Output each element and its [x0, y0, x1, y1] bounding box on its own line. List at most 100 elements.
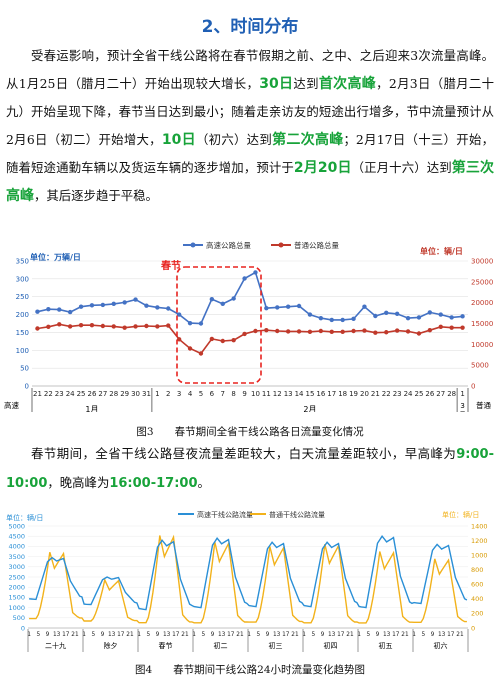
- left-y-tick-label: 1500: [8, 594, 25, 602]
- hour-tick-label: 21: [456, 632, 464, 638]
- x-tick-label: 29: [120, 390, 129, 398]
- day-label: 初四: [324, 641, 338, 650]
- x-tick-label: 16: [316, 390, 325, 398]
- x-tick-label: 11: [262, 390, 271, 398]
- highway-data-point: [427, 310, 433, 315]
- ordinary-data-point: [438, 324, 443, 330]
- x-tick-label: 28: [109, 390, 118, 398]
- para1-text-1: 受春运影响，预计全省干线公路将在春节假期之前、之中、之后迎来3次流量高峰。从1月…: [6, 48, 494, 91]
- x-tick-label: 2: [166, 390, 170, 398]
- highway-data-point: [209, 297, 215, 302]
- month-label: 月: [459, 411, 466, 412]
- ordinary-data-point: [144, 323, 149, 329]
- paragraph-traffic-peaks: 受春运影响，预计全省干线公路将在春节假期之前、之中、之后迎来3次流量高峰。从1月…: [6, 42, 494, 210]
- highway-data-point: [275, 305, 280, 310]
- hour-tick-label: 1: [412, 632, 416, 638]
- left-y-tick-label: 100: [16, 347, 29, 355]
- hour-tick-label: 17: [447, 632, 455, 638]
- para1-text-4: （初六）达到: [195, 132, 273, 147]
- left-y-tick-label: 3500: [8, 553, 25, 561]
- highway-data-point: [351, 316, 356, 322]
- ordinary-data-point: [460, 325, 465, 330]
- x-tick-label: 9: [242, 390, 246, 398]
- ordinary-data-point: [166, 323, 171, 328]
- highway-data-point: [285, 304, 291, 309]
- hour-tick-label: 5: [146, 632, 150, 638]
- highway-data-point: [78, 304, 84, 309]
- left-y-tick-label: 150: [16, 329, 29, 337]
- hour-tick-label: 9: [321, 632, 325, 638]
- chart1-legend: 高速公路总量 普通公路总量: [183, 240, 339, 250]
- x-tick-label: 26: [425, 390, 434, 398]
- hour-tick-label: 17: [117, 632, 125, 638]
- hour-tick-label: 17: [337, 632, 345, 638]
- hour-tick-label: 5: [201, 632, 205, 638]
- x-tick-label: 13: [284, 390, 293, 398]
- ordinary-data-point: [89, 322, 95, 328]
- left-y-tick-label: 5000: [8, 522, 25, 530]
- highway-data-point: [438, 312, 443, 317]
- chart1-legend-highway: 高速公路总量: [206, 240, 251, 250]
- hour-tick-label: 21: [181, 632, 189, 638]
- ordinary-hourly-line: [29, 534, 467, 624]
- ordinary-data-point: [198, 351, 204, 356]
- ordinary-data-point: [405, 329, 411, 334]
- right-y-tick-label: 1400: [471, 522, 488, 530]
- day-label: 初二: [214, 641, 228, 650]
- hour-tick-label: 13: [108, 632, 116, 638]
- right-y-tick-label: 600: [471, 581, 483, 589]
- x-tick-label: 17: [327, 390, 336, 398]
- left-y-tick-label: 350: [16, 258, 29, 266]
- highway-data-point: [340, 317, 345, 323]
- right-y-tick-label: 200: [471, 610, 483, 618]
- hour-tick-label: 13: [328, 632, 336, 638]
- para2-highlight-1: 9:00-10:00: [6, 447, 494, 491]
- ordinary-data-point: [449, 325, 454, 330]
- x-tick-label: 8: [231, 390, 235, 398]
- hour-tick-label: 9: [101, 632, 105, 638]
- left-y-tick-label: 500: [13, 614, 25, 622]
- highway-data-point: [384, 310, 389, 315]
- right-y-tick-label: 800: [471, 566, 483, 574]
- ordinary-data-point: [46, 324, 51, 330]
- para1-text-2: 达到: [293, 76, 319, 91]
- x-tick-label: 26: [87, 390, 96, 398]
- right-y-tick-label: 15000: [471, 320, 493, 328]
- left-y-tick-label: 3000: [8, 563, 25, 571]
- x-axis-title-right: 普通: [476, 400, 491, 410]
- chart1-left-unit: 单位：万辆/日: [30, 252, 81, 262]
- month-label: 3: [460, 402, 464, 410]
- para1-text-5: ；2月17日（十三）开始，随着短途通勤车辆以及货运车辆的逐步增加，预计于: [6, 132, 495, 175]
- right-y-tick-label: 400: [471, 595, 483, 603]
- highway-data-point: [231, 296, 236, 301]
- right-y-tick-label: 1200: [471, 537, 488, 545]
- highway-data-point: [373, 313, 378, 319]
- ordinary-data-point: [329, 329, 334, 335]
- ordinary-data-point: [35, 326, 40, 331]
- chart2-left-unit: 单位：辆/日: [6, 513, 43, 522]
- x-tick-label: 27: [98, 390, 107, 398]
- spring-festival-highlight-box: [176, 266, 262, 384]
- hour-tick-label: 13: [163, 632, 171, 638]
- hour-tick-label: 21: [126, 632, 134, 638]
- hour-tick-label: 1: [357, 632, 361, 638]
- highway-data-point: [242, 276, 247, 281]
- right-y-tick-label: 25000: [471, 278, 493, 286]
- left-y-tick-label: 1000: [8, 604, 25, 612]
- hour-tick-label: 21: [71, 632, 79, 638]
- ordinary-data-point: [155, 324, 160, 329]
- right-y-tick-label: 30000: [471, 258, 493, 266]
- para2-highlight-2: 16:00-17:00: [109, 476, 198, 491]
- hour-tick-label: 21: [346, 632, 354, 638]
- x-tick-label: 18: [338, 390, 347, 398]
- left-y-tick-label: 0: [21, 624, 25, 632]
- day-label: 二十九: [45, 641, 66, 650]
- left-y-tick-label: 300: [16, 275, 29, 283]
- hour-tick-label: 9: [211, 632, 215, 638]
- highway-data-point: [122, 300, 127, 305]
- hour-tick-label: 9: [266, 632, 270, 638]
- hour-tick-label: 17: [227, 632, 235, 638]
- right-y-tick-label: 0: [471, 624, 475, 632]
- x-tick-label: 1: [155, 390, 159, 398]
- hour-tick-label: 1: [27, 632, 31, 638]
